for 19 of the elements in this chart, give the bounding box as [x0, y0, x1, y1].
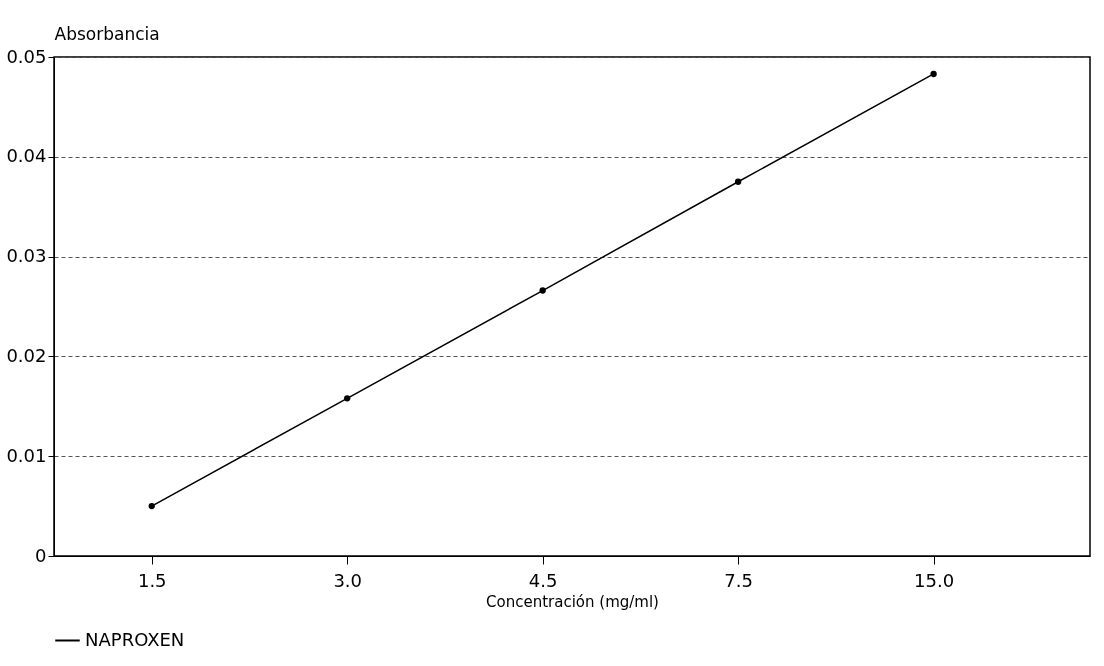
x-tick-label: 1.5 [137, 569, 167, 591]
y-axis-title: Absorbancia [54, 23, 160, 44]
y-tick-label: 0.03 [6, 245, 47, 267]
point [930, 70, 937, 78]
y-tick-label: 0.02 [6, 344, 47, 366]
legend-label: NAPROXEN [85, 628, 185, 650]
y-tick-label: 0 [35, 544, 47, 566]
point [539, 287, 546, 294]
y-tick-label: 0.01 [6, 444, 47, 466]
point [734, 178, 742, 185]
y-tick-label: 0.05 [6, 45, 47, 67]
x-tick-label: 3.0 [333, 569, 363, 591]
x-tick-label: 7.5 [724, 569, 753, 591]
point [344, 395, 351, 402]
point [148, 502, 155, 510]
x-tick-label: 15.0 [914, 569, 955, 591]
y-tick-label: 0.04 [6, 145, 47, 167]
x-tick-label: 4.5 [528, 569, 558, 591]
x-axis-title: Concentración (mg/ml) [486, 592, 659, 611]
